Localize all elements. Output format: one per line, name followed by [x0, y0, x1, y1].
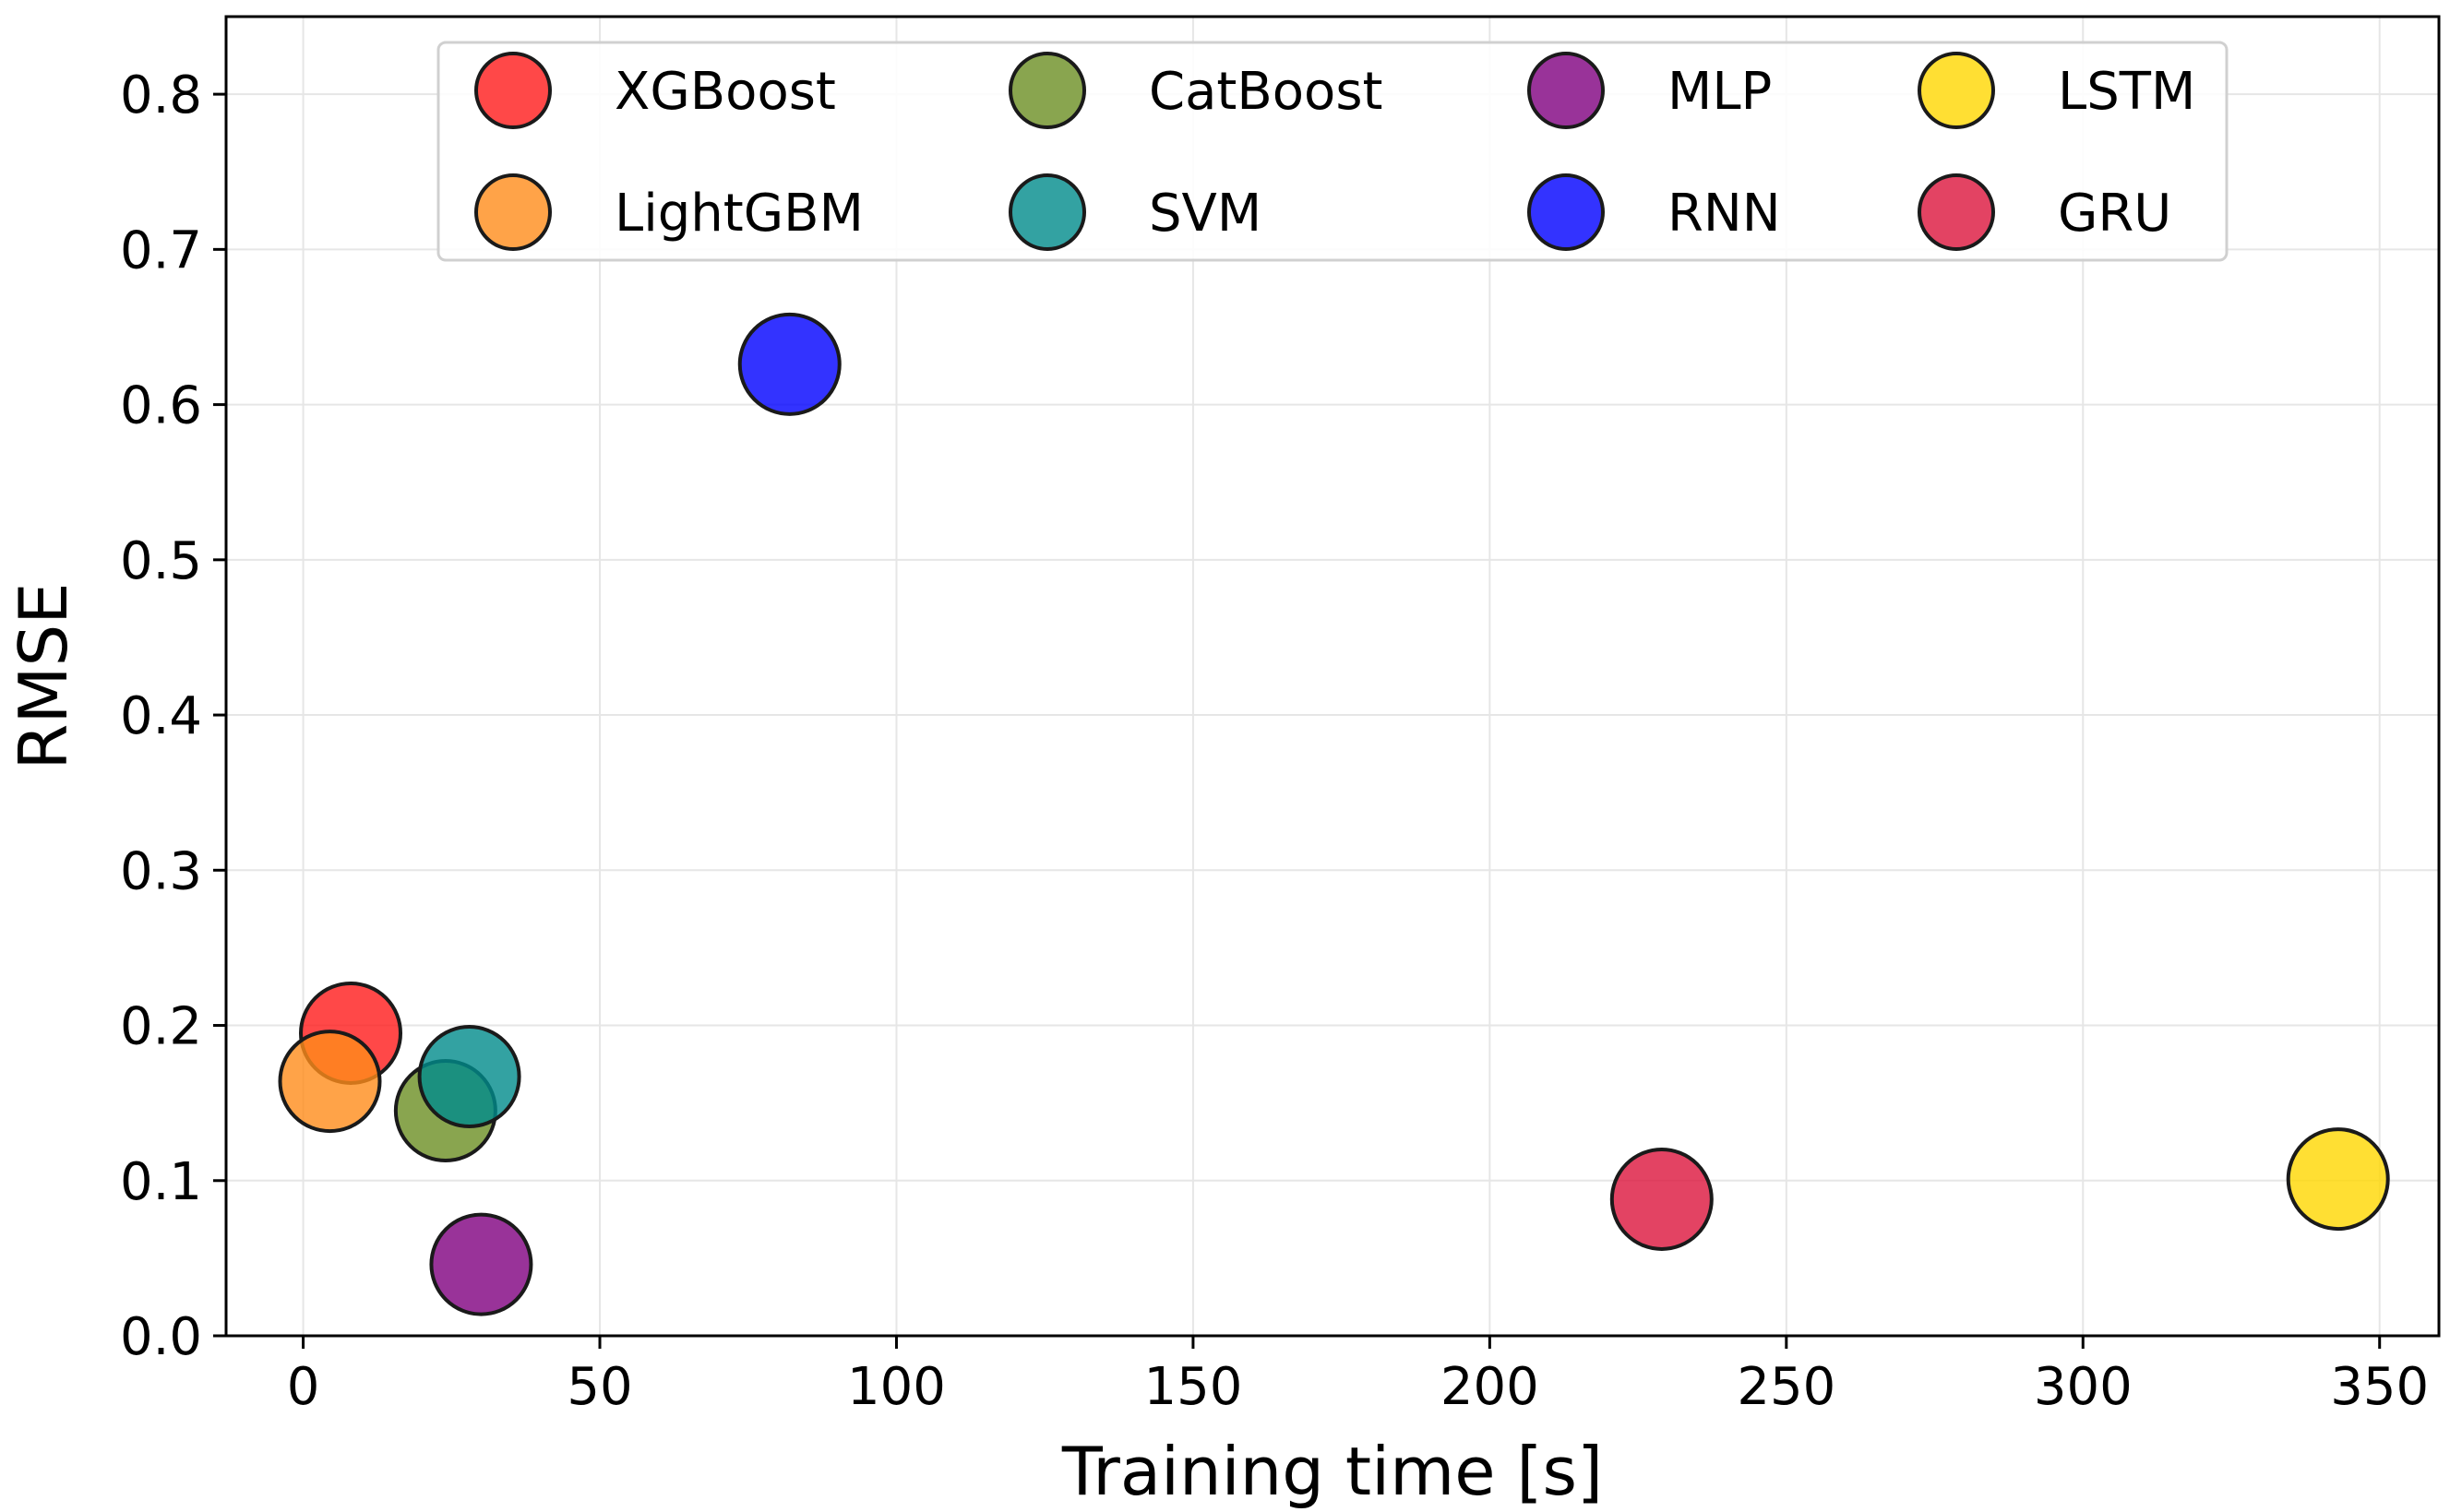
y-axis-label: RMSE [5, 582, 82, 769]
x-tick-label: 300 [2034, 1357, 2133, 1417]
point-mlp [429, 1212, 533, 1316]
point-lstm [2286, 1127, 2390, 1232]
y-tick-label: 0.2 [120, 997, 202, 1057]
legend-label-rnn: RNN [1667, 184, 1781, 244]
legend: XGBoost CatBoost MLP LSTM LightGBM SVM RNN GRU [436, 41, 2229, 262]
y-tick-label: 0.3 [120, 841, 202, 901]
legend-marker-lstm [1918, 52, 1995, 129]
legend-label-mlp: MLP [1667, 62, 1772, 122]
legend-marker-mlp [1527, 52, 1605, 129]
legend-marker-svm [1009, 173, 1086, 251]
legend-label-lightgbm: LightGBM [615, 184, 864, 244]
legend-label-xgboost: XGBoost [615, 62, 836, 122]
point-svm [417, 1025, 521, 1129]
x-tick-label: 250 [1737, 1357, 1835, 1417]
x-tick-label: 200 [1440, 1357, 1539, 1417]
plot-frame [224, 15, 2441, 1338]
y-tick-label: 0.8 [120, 65, 202, 125]
legend-marker-gru [1918, 173, 1995, 251]
x-tick-label: 350 [2330, 1357, 2429, 1417]
point-lightgbm [278, 1030, 382, 1134]
legend-marker-lightgbm [474, 173, 552, 251]
x-tick-label: 100 [847, 1357, 946, 1417]
y-tick-label: 0.6 [120, 376, 202, 436]
y-tick-label: 0.7 [120, 220, 202, 280]
legend-box [436, 41, 2229, 262]
y-axis-ticks: 0.0 0.1 0.2 0.3 0.4 0.5 0.6 0.7 0.8 [120, 65, 226, 1367]
legend-label-svm: SVM [1149, 184, 1261, 244]
legend-label-lstm: LSTM [2058, 62, 2195, 122]
x-axis-label: Training time [s] [1061, 1433, 1603, 1510]
legend-marker-catboost [1009, 52, 1086, 129]
y-tick-label: 0.1 [120, 1152, 202, 1212]
point-gru [1609, 1147, 1714, 1251]
point-rnn [737, 312, 842, 416]
legend-label-catboost: CatBoost [1149, 62, 1382, 122]
legend-label-gru: GRU [2058, 184, 2171, 244]
x-tick-label: 0 [287, 1357, 320, 1417]
legend-marker-xgboost [474, 52, 552, 129]
data-points [278, 312, 2390, 1316]
legend-marker-rnn [1527, 173, 1605, 251]
y-tick-label: 0.0 [120, 1307, 202, 1367]
x-axis-ticks: 0 50 100 150 200 250 300 350 [287, 1336, 2429, 1417]
x-tick-label: 150 [1143, 1357, 1242, 1417]
x-tick-label: 50 [567, 1357, 632, 1417]
y-tick-label: 0.4 [120, 686, 202, 746]
y-tick-label: 0.5 [120, 531, 202, 591]
